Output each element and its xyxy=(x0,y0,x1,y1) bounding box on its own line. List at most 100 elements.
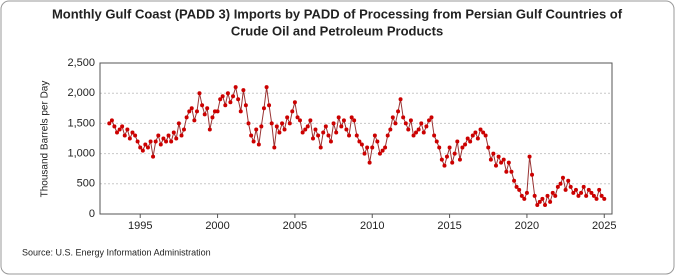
data-point xyxy=(514,184,519,189)
data-point xyxy=(305,124,310,129)
data-point xyxy=(184,115,189,120)
data-point xyxy=(135,139,140,144)
data-point xyxy=(122,133,127,138)
data-point xyxy=(491,151,496,156)
data-point xyxy=(280,121,285,126)
data-point xyxy=(107,121,112,126)
source-note: Source: U.S. Energy Information Administ… xyxy=(22,247,211,257)
data-point xyxy=(584,193,589,198)
data-point xyxy=(573,187,578,192)
data-point xyxy=(145,145,150,150)
data-point xyxy=(127,136,132,141)
data-point xyxy=(251,139,256,144)
data-point xyxy=(292,100,297,105)
data-point xyxy=(261,106,266,111)
data-point xyxy=(267,103,272,108)
data-point xyxy=(396,109,401,114)
data-point xyxy=(563,187,568,192)
data-point xyxy=(321,130,326,135)
data-point xyxy=(455,139,460,144)
data-point xyxy=(434,139,439,144)
data-point xyxy=(408,118,413,123)
data-point xyxy=(323,124,328,129)
plot-frame xyxy=(99,62,613,215)
data-point xyxy=(295,115,300,120)
data-point xyxy=(388,127,393,132)
y-axis-label: Thousand Barrels per Day xyxy=(40,81,51,198)
data-point xyxy=(579,190,584,195)
data-point xyxy=(259,124,264,129)
data-point xyxy=(581,184,586,189)
data-point xyxy=(349,115,354,120)
data-point xyxy=(548,199,553,204)
y-tick-label: 2,000 xyxy=(67,87,95,99)
data-point xyxy=(326,133,331,138)
data-point xyxy=(246,121,251,126)
data-point xyxy=(218,97,223,102)
data-point xyxy=(207,127,212,132)
data-point xyxy=(169,139,174,144)
data-point xyxy=(205,106,210,111)
data-point xyxy=(568,184,573,189)
data-point xyxy=(450,160,455,165)
x-tick-label: 1995 xyxy=(128,220,152,232)
data-point xyxy=(192,118,197,123)
data-point xyxy=(241,88,246,93)
data-point xyxy=(336,115,341,120)
data-point xyxy=(545,193,550,198)
data-point xyxy=(457,157,462,162)
data-point xyxy=(496,154,501,159)
data-point xyxy=(532,193,537,198)
data-point xyxy=(269,121,274,126)
data-point xyxy=(328,139,333,144)
y-tick-label: 1,500 xyxy=(67,117,95,129)
data-point xyxy=(393,121,398,126)
data-point xyxy=(571,190,576,195)
data-point xyxy=(339,124,344,129)
data-point xyxy=(125,127,130,132)
y-tick-label: 1,000 xyxy=(67,148,95,160)
data-point xyxy=(354,133,359,138)
data-point xyxy=(140,148,145,153)
data-point xyxy=(143,142,148,147)
data-point xyxy=(256,142,261,147)
data-point xyxy=(524,190,529,195)
data-point xyxy=(189,106,194,111)
data-point xyxy=(194,109,199,114)
data-point xyxy=(589,190,594,195)
data-point xyxy=(429,115,434,120)
x-tick-label: 2010 xyxy=(360,220,384,232)
data-point xyxy=(475,136,480,141)
y-tick-label: 0 xyxy=(89,208,95,220)
data-point xyxy=(506,160,511,165)
data-point xyxy=(344,127,349,132)
data-point xyxy=(486,145,491,150)
data-point xyxy=(308,118,313,123)
data-point xyxy=(478,127,483,132)
chart-title: Monthly Gulf Coast (PADD 3) Imports by P… xyxy=(52,6,623,21)
data-point xyxy=(272,145,277,150)
data-point xyxy=(210,115,215,120)
data-point xyxy=(200,103,205,108)
data-point xyxy=(264,85,269,90)
data-point xyxy=(285,115,290,120)
data-point xyxy=(550,190,555,195)
y-tick-label: 500 xyxy=(77,178,95,190)
data-point xyxy=(473,130,478,135)
data-point xyxy=(522,196,527,201)
data-point xyxy=(540,196,545,201)
data-point xyxy=(566,178,571,183)
data-point xyxy=(171,130,176,135)
data-point xyxy=(164,139,169,144)
data-point xyxy=(243,103,248,108)
data-point xyxy=(197,91,202,96)
data-point xyxy=(442,163,447,168)
data-point xyxy=(380,148,385,153)
y-tick-label: 2,500 xyxy=(67,57,95,69)
data-point xyxy=(277,130,282,135)
data-point xyxy=(602,196,607,201)
data-point xyxy=(181,127,186,132)
data-point xyxy=(220,94,225,99)
